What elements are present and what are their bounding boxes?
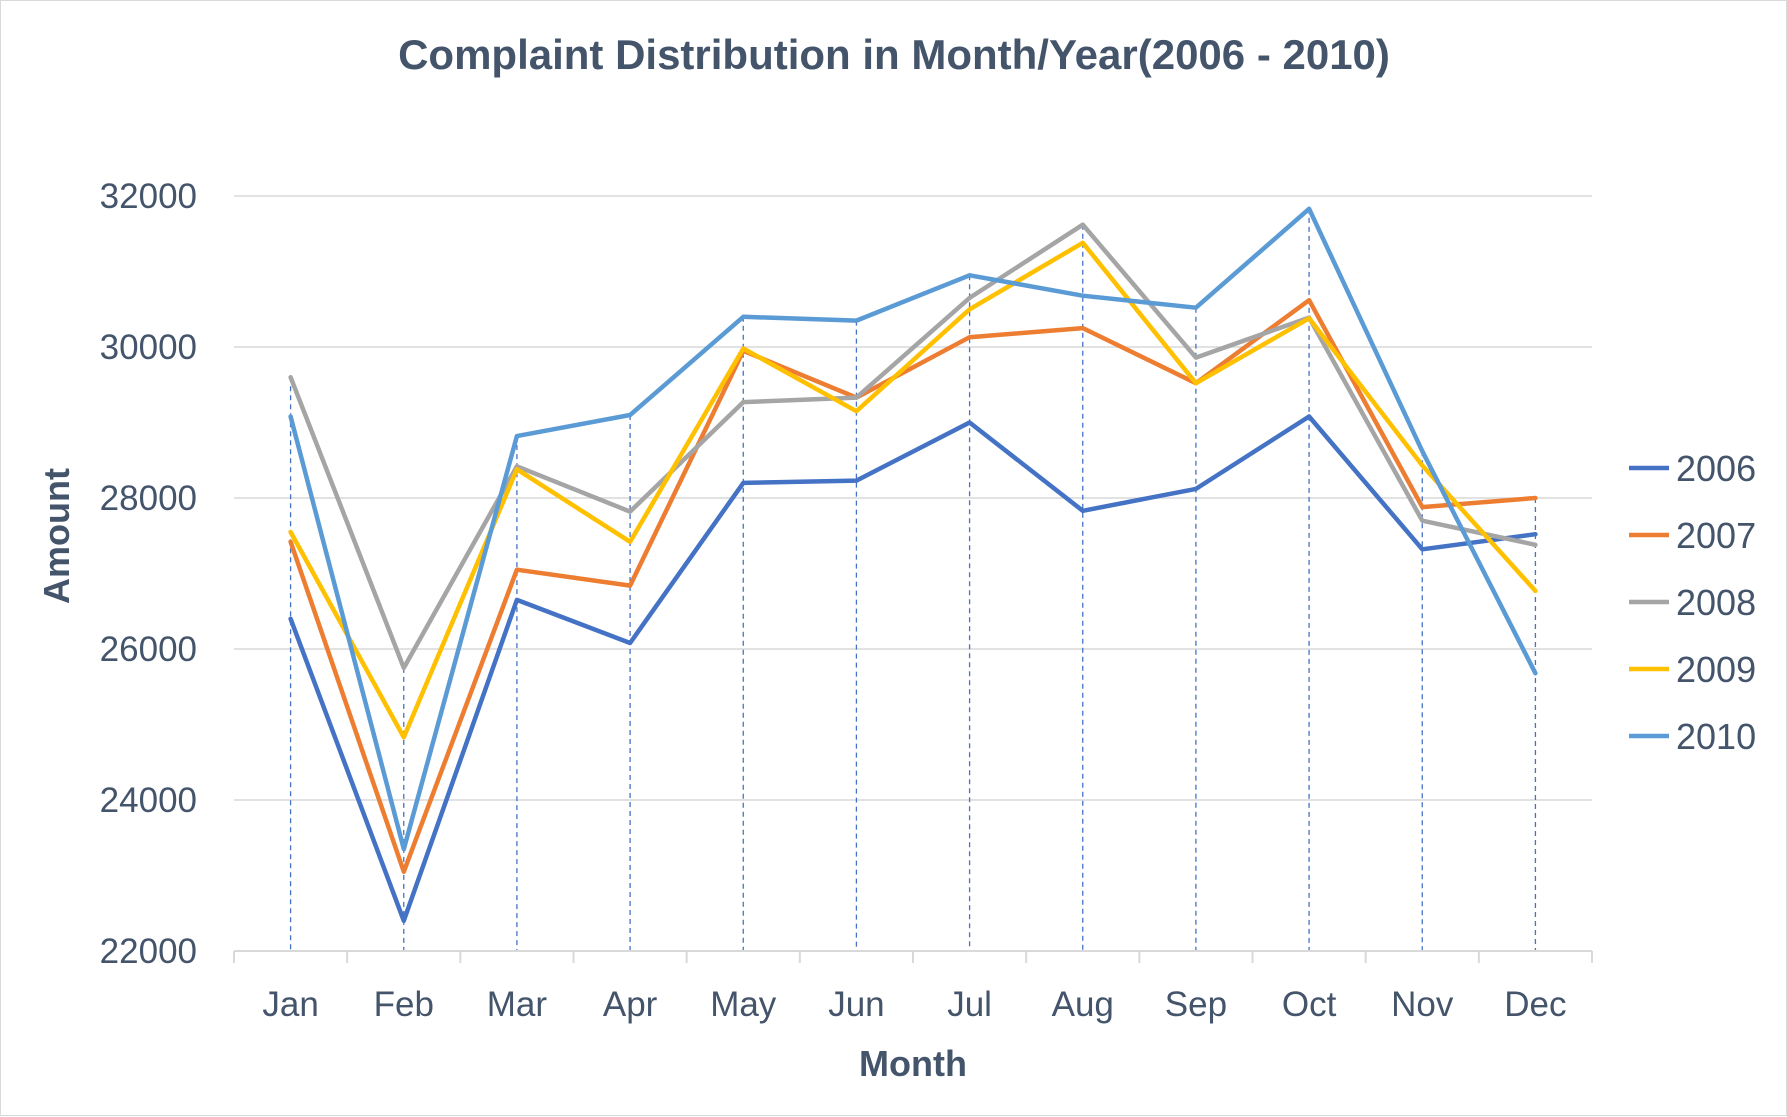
- y-tick-label: 32000: [100, 177, 197, 216]
- legend-label: 2010: [1676, 716, 1756, 757]
- chart-title: Complaint Distribution in Month/Year(200…: [398, 31, 1390, 78]
- y-axis-tick-labels: 22000 24000 26000 28000 30000 32000: [100, 177, 197, 971]
- legend-label: 2006: [1676, 448, 1756, 489]
- x-tick-label: Oct: [1282, 985, 1337, 1024]
- series-line-2009: [288, 240, 1538, 740]
- x-axis-title: Month: [859, 1043, 967, 1084]
- series-line-2006: [288, 414, 1538, 924]
- x-tick-label: Jul: [947, 985, 992, 1024]
- y-tick-label: 24000: [100, 781, 197, 820]
- legend: 2006 2007 2008 2009 2010: [1629, 448, 1756, 757]
- x-tick-label: Dec: [1504, 985, 1566, 1024]
- y-axis-title: Amount: [36, 468, 77, 604]
- legend-label: 2007: [1676, 515, 1756, 556]
- gridlines: [234, 195, 1592, 801]
- x-axis-tick-labels: Jan Feb Mar Apr May Jun Jul Aug Sep Oct Nov Dec: [262, 985, 1566, 1024]
- legend-label: 2009: [1676, 649, 1756, 690]
- x-tick-label: Sep: [1165, 985, 1227, 1024]
- x-tick-label: Jan: [262, 985, 318, 1024]
- x-tick-label: Jun: [828, 985, 884, 1024]
- x-tick-label: Mar: [487, 985, 548, 1024]
- x-tick-label: Aug: [1052, 985, 1114, 1024]
- y-tick-label: 28000: [100, 479, 197, 518]
- x-tick-label: May: [710, 985, 777, 1024]
- series-line-2010: [288, 206, 1538, 852]
- x-tick-label: Apr: [603, 985, 658, 1024]
- y-tick-label: 30000: [100, 328, 197, 367]
- x-axis: [233, 950, 1593, 963]
- y-tick-label: 26000: [100, 630, 197, 669]
- x-tick-label: Nov: [1391, 985, 1454, 1024]
- legend-label: 2008: [1676, 582, 1756, 623]
- drop-lines: [289, 208, 1537, 951]
- series-line-2007: [288, 297, 1538, 874]
- x-tick-label: Feb: [374, 985, 434, 1024]
- y-tick-label: 22000: [100, 932, 197, 971]
- series-lines: [288, 206, 1538, 924]
